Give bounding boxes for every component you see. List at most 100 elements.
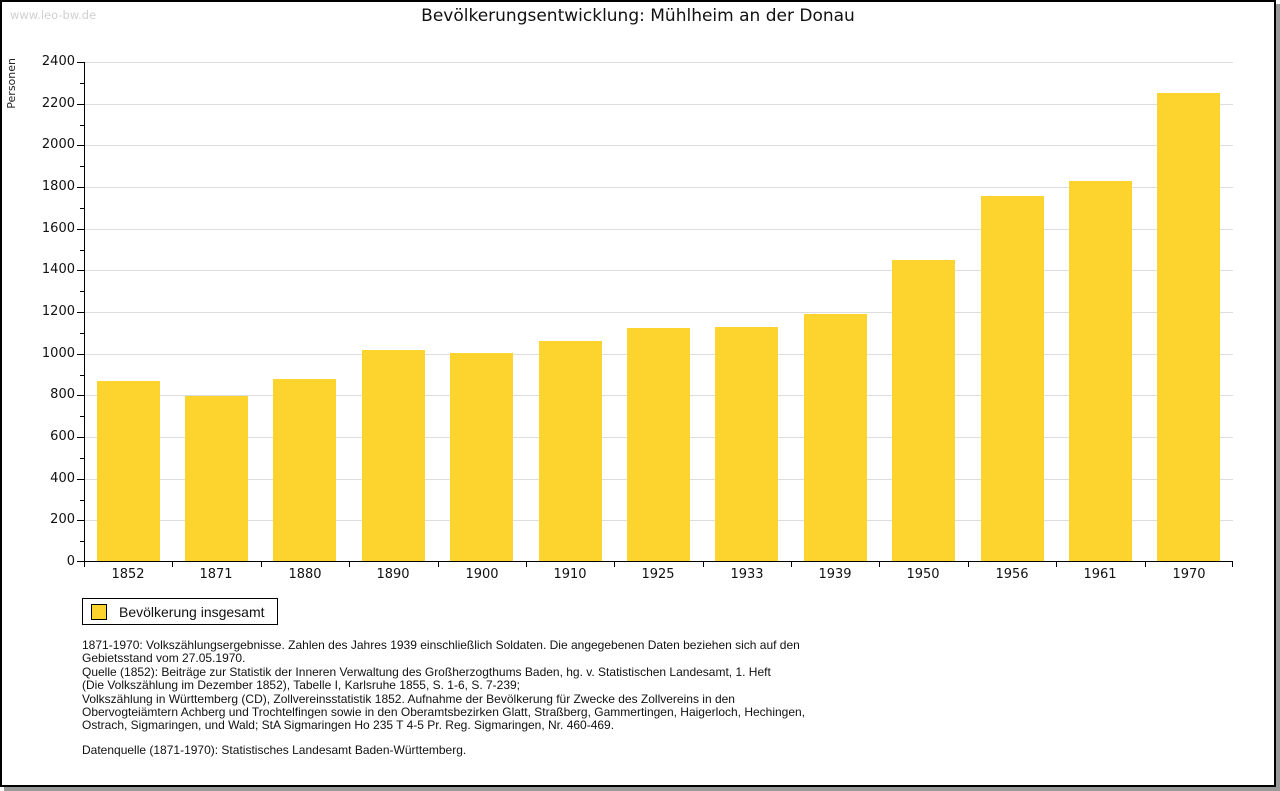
bar	[715, 327, 778, 562]
y-minor-tick	[80, 291, 84, 292]
bar	[1069, 181, 1132, 562]
y-minor-tick	[80, 333, 84, 334]
x-tick-label: 1880	[288, 567, 322, 582]
y-tick-label: 200	[50, 512, 75, 527]
footnote-line: Quelle (1852): Beiträge zur Statistik de…	[82, 664, 771, 679]
x-tick	[172, 562, 173, 567]
gridline	[85, 62, 1233, 63]
bar	[362, 350, 425, 562]
footnote-line: Ostrach, Sigmaringen, und Wald; StA Sigm…	[82, 718, 615, 733]
x-tick	[349, 562, 350, 567]
x-tick-label: 1956	[995, 567, 1029, 582]
x-tick	[84, 562, 85, 567]
y-tick-label: 1800	[41, 179, 75, 194]
x-tick-label: 1852	[111, 567, 145, 582]
footnote-line: Gebietsstand vom 27.05.1970.	[82, 651, 246, 666]
y-major-tick	[77, 270, 84, 271]
bar	[804, 314, 867, 562]
x-tick-label: 1933	[730, 567, 764, 582]
y-tick-label: 2200	[41, 96, 75, 111]
x-tick-label: 1910	[553, 567, 587, 582]
x-tick	[703, 562, 704, 567]
x-tick	[438, 562, 439, 567]
y-minor-tick	[80, 250, 84, 251]
y-minor-tick	[80, 166, 84, 167]
footnote-line: (Die Volkszählung im Dezember 1852), Tab…	[82, 678, 521, 693]
y-tick-label: 2000	[41, 137, 75, 152]
y-major-tick	[77, 229, 84, 230]
legend: Bevölkerung insgesamt	[82, 598, 278, 625]
bar	[450, 353, 513, 562]
y-major-tick	[77, 479, 84, 480]
watermark: www.leo-bw.de	[10, 8, 97, 22]
x-tick-label: 1925	[641, 567, 675, 582]
x-tick	[1056, 562, 1057, 567]
x-tick	[879, 562, 880, 567]
x-tick	[1145, 562, 1146, 567]
bar	[892, 260, 955, 562]
bar	[97, 381, 160, 562]
y-tick-label: 0	[66, 554, 75, 569]
x-tick	[614, 562, 615, 567]
y-minor-tick	[80, 83, 84, 84]
y-tick-label: 800	[50, 387, 75, 402]
y-minor-tick	[80, 375, 84, 376]
y-major-tick	[77, 312, 84, 313]
y-tick-label: 400	[50, 471, 75, 486]
datasource-line: Datenquelle (1871-1970): Statistisches L…	[82, 743, 467, 757]
y-major-tick	[77, 395, 84, 396]
x-tick	[1232, 562, 1233, 567]
x-tick-label: 1939	[818, 567, 852, 582]
y-tick-label: 1000	[41, 346, 75, 361]
y-major-tick	[77, 561, 84, 562]
x-tick-label: 1950	[906, 567, 940, 582]
y-major-tick	[77, 62, 84, 63]
x-tick	[791, 562, 792, 567]
x-tick-label: 1970	[1172, 567, 1206, 582]
legend-label: Bevölkerung insgesamt	[119, 603, 265, 620]
bar	[981, 196, 1044, 562]
bar	[185, 396, 248, 562]
y-minor-tick	[80, 458, 84, 459]
plot-area	[77, 62, 1233, 567]
gridline	[85, 104, 1233, 105]
bar	[539, 341, 602, 562]
y-tick-label: 2400	[41, 54, 75, 69]
x-tick	[261, 562, 262, 567]
x-tick-label: 1900	[465, 567, 499, 582]
y-axis-line	[84, 62, 85, 562]
bar	[1157, 93, 1220, 562]
y-tick-label: 1600	[41, 221, 75, 236]
x-tick	[526, 562, 527, 567]
gridline	[85, 229, 1233, 230]
y-major-tick	[77, 520, 84, 521]
y-axis-tick-labels: 0 200 400 600 800 1000 1200 1400 1600 1800 2000 220…	[2, 54, 75, 569]
y-minor-tick	[80, 416, 84, 417]
y-minor-tick	[80, 500, 84, 501]
chart-title: Bevölkerungsentwicklung: Mühlheim an der…	[421, 6, 855, 26]
y-minor-tick	[80, 208, 84, 209]
x-tick-label: 1871	[199, 567, 233, 582]
y-major-tick	[77, 104, 84, 105]
legend-swatch	[91, 603, 107, 620]
gridline	[85, 187, 1233, 188]
gridline	[85, 145, 1233, 146]
bar	[627, 328, 690, 562]
x-tick-label: 1961	[1083, 567, 1117, 582]
gridline	[85, 270, 1233, 271]
y-minor-tick	[80, 125, 84, 126]
footnote-line: Obervogteiämtern Achberg und Trochtelfin…	[82, 705, 806, 720]
y-major-tick	[77, 145, 84, 146]
footnote-line: Volkszählung in Württemberg (CD), Zollve…	[82, 691, 735, 706]
gridline	[85, 312, 1233, 313]
footnote-line: 1871-1970: Volkszählungsergebnisse. Zahl…	[82, 638, 800, 652]
y-tick-label: 1200	[41, 304, 75, 319]
y-tick-label: 600	[50, 429, 75, 444]
y-tick-label: 1400	[41, 262, 75, 277]
footnotes: 1871-1970: Volkszählungsergebnisse. Zahl…	[82, 638, 806, 733]
x-axis-tick-labels: 1852 1871 1880 1890 1900 1910 1925 1933 1939 1950…	[84, 567, 1233, 583]
x-axis-line	[84, 561, 1233, 562]
bar	[273, 379, 336, 562]
x-tick-label: 1890	[376, 567, 410, 582]
